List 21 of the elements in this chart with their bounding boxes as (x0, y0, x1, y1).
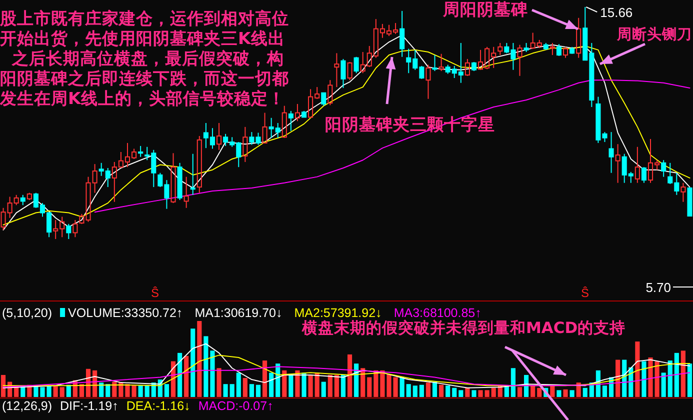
text: DIF:-1.19↑ (60, 399, 118, 413)
text: MA3:68100.85↑ (394, 306, 482, 320)
annotation: 股上市既有庄家建仓，运作到相对高位 (0, 9, 289, 28)
annotation: 周断头铡刀 (616, 26, 692, 43)
annotation: 开始出货，先使用阳阴墓碑夹三K线出 (0, 29, 285, 48)
text: Ŝ (580, 286, 590, 300)
annotation: 发生在周K线上的，头部信号较稳定！ (0, 89, 285, 108)
annotation: 阳阴墓碑之后即连续下跌，而这一切都 (0, 69, 289, 88)
text: (5,10,20) (2, 306, 52, 320)
text: (12,26,9) (2, 399, 52, 413)
annotation: 15.66 (600, 5, 633, 20)
text: 5.70 (646, 280, 671, 295)
annotation: 周阳阴墓碑 (442, 0, 528, 19)
text: MA1:30619.70↓ (194, 306, 282, 320)
text: MACD:-0.07↑ (198, 399, 274, 413)
annotation: 横盘末期的假突破并未得到量和MACD的支持 (301, 319, 626, 337)
text: DEA:-1.16↓ (126, 399, 190, 413)
text: MA2:57391.92↓ (294, 306, 382, 320)
legend-label: VOLUME:33350.72↑ (68, 306, 183, 320)
text: Ŝ (150, 286, 160, 300)
annotation: 之后长期高位横盘，最后假突破，构 (11, 49, 284, 68)
